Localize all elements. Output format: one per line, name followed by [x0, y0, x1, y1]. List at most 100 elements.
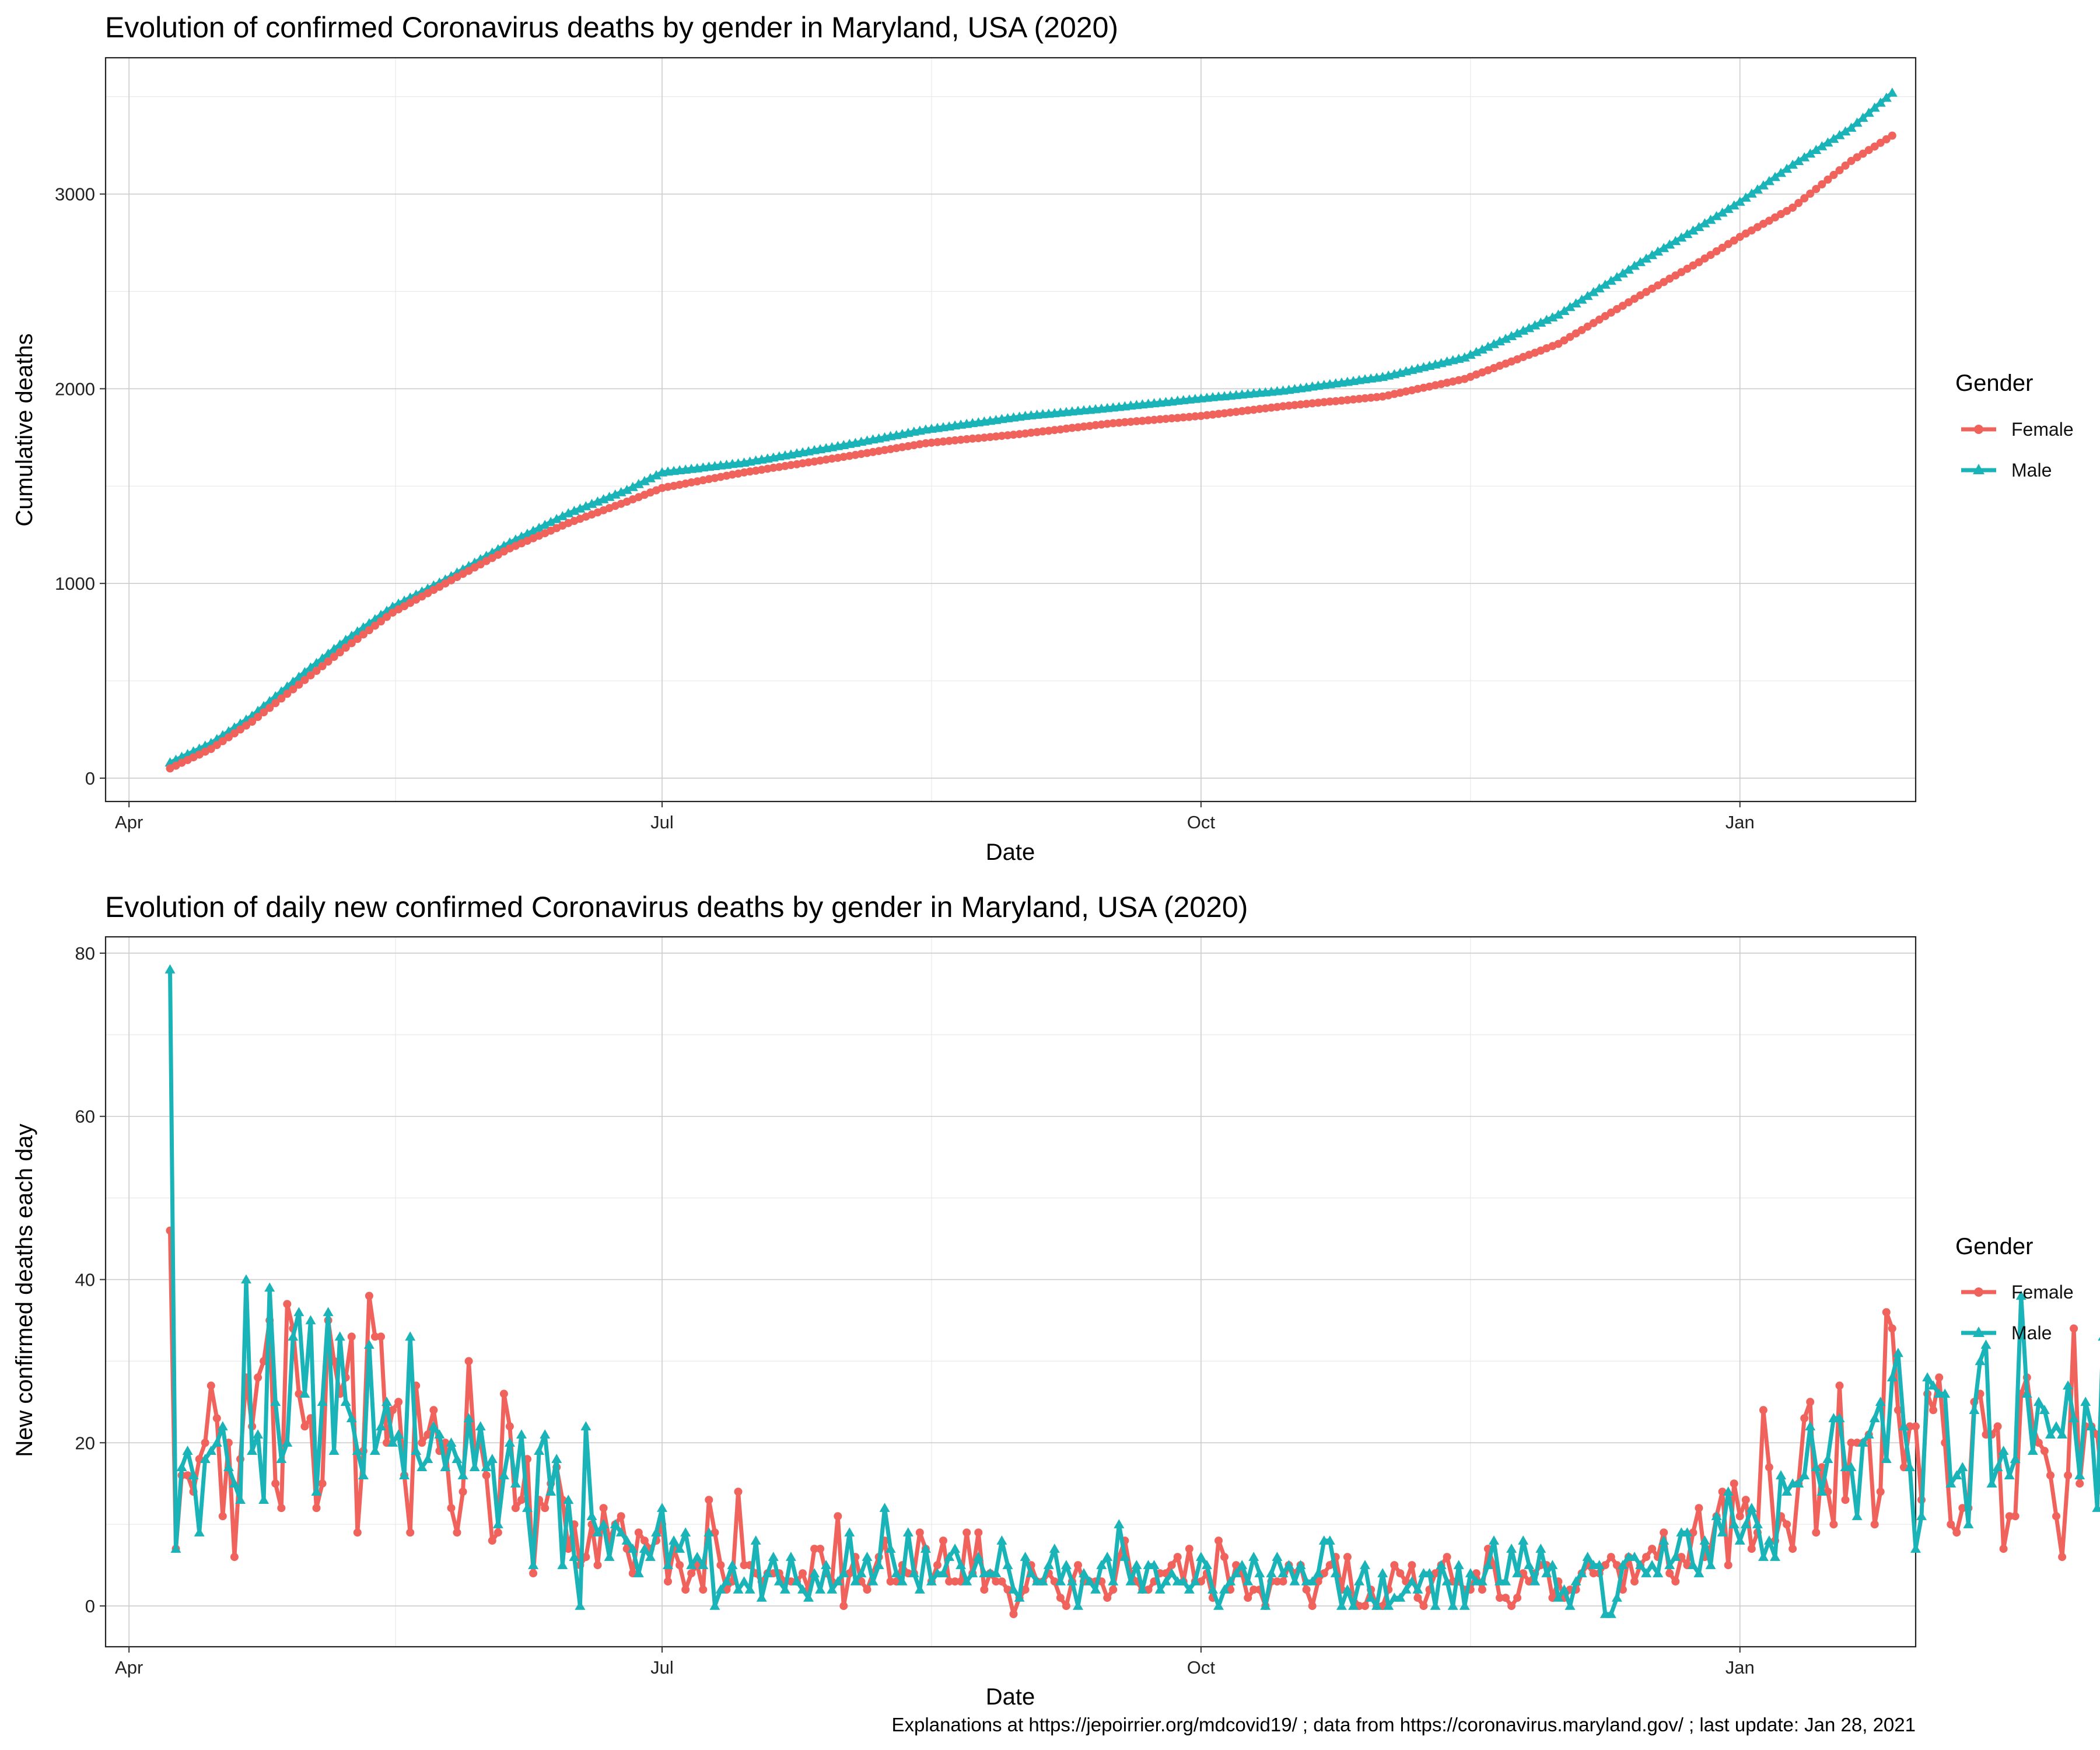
- cumulative-male-point: [1705, 215, 1716, 224]
- daily-female-point: [1273, 1577, 1282, 1586]
- daily-male-point: [639, 1544, 650, 1553]
- daily-x-tick-label: Oct: [1187, 1657, 1216, 1678]
- daily-male-point: [393, 1429, 404, 1438]
- daily-male-point: [487, 1454, 498, 1463]
- cumulative-male-point: [1857, 113, 1868, 122]
- cumulative-x-tick-label: Oct: [1187, 812, 1216, 832]
- daily-female-point: [377, 1332, 385, 1341]
- daily-male-point: [1805, 1421, 1816, 1431]
- cumulative-female-point: [1812, 185, 1821, 193]
- daily-male-point: [188, 1470, 199, 1479]
- daily-female-point: [1812, 1528, 1821, 1537]
- daily-male-point: [950, 1544, 961, 1553]
- daily-series-male: [164, 964, 2100, 1618]
- daily-female-point: [915, 1528, 924, 1537]
- daily-male-point: [411, 1446, 422, 1455]
- daily-female-point: [254, 1373, 262, 1382]
- cumulative-female-point: [1847, 156, 1856, 165]
- daily-male-point: [686, 1560, 697, 1569]
- daily-female-point: [2011, 1512, 2020, 1521]
- daily-male-point: [540, 1429, 551, 1438]
- daily-male-point: [1916, 1511, 1927, 1520]
- daily-x-tick-label: Apr: [115, 1657, 143, 1678]
- daily-male-point: [1834, 1413, 1845, 1423]
- daily-female-point: [206, 1381, 215, 1390]
- daily-female-point: [1302, 1586, 1311, 1594]
- daily-male-point: [1892, 1348, 1903, 1357]
- daily-female-point: [365, 1292, 373, 1300]
- cumulative-male-point: [1682, 229, 1693, 239]
- daily-female-point: [1167, 1561, 1176, 1570]
- daily-male-point: [1412, 1584, 1423, 1594]
- daily-male-point: [598, 1519, 609, 1528]
- cumulative-female-point: [330, 653, 338, 661]
- daily-male-point: [1564, 1601, 1576, 1610]
- cumulative-female-point: [206, 744, 215, 753]
- daily-male-point: [1682, 1527, 1693, 1536]
- daily-male-point: [457, 1470, 468, 1479]
- daily-male-point: [352, 1446, 363, 1455]
- daily-male-point: [627, 1544, 638, 1553]
- daily-male-point: [498, 1470, 509, 1479]
- cumulative-male-point: [545, 517, 556, 526]
- cumulative-male-point: [1840, 126, 1851, 136]
- cumulative-female-point: [1150, 415, 1158, 424]
- cumulative-female-point: [1695, 258, 1703, 267]
- daily-male-point: [1770, 1552, 1780, 1561]
- daily-male-point: [1430, 1601, 1441, 1610]
- daily-male-point: [1020, 1552, 1031, 1561]
- daily-male-point: [1383, 1601, 1394, 1610]
- daily-male-point: [592, 1527, 603, 1536]
- daily-male-point: [241, 1274, 251, 1284]
- daily-male-point: [938, 1568, 949, 1577]
- cumulative-female-point: [1841, 161, 1850, 170]
- daily-male-point: [1535, 1544, 1546, 1553]
- daily-female-point: [2064, 1471, 2073, 1480]
- cumulative-female-point: [1290, 401, 1299, 410]
- daily-female-point: [394, 1398, 403, 1406]
- daily-male-point: [797, 1584, 808, 1594]
- cumulative-female-point: [1179, 413, 1188, 422]
- daily-female-point: [1419, 1602, 1428, 1611]
- daily-male-point: [902, 1527, 914, 1536]
- daily-female-point: [1408, 1561, 1416, 1570]
- daily-female-point: [1894, 1406, 1902, 1415]
- cumulative-male-point: [1553, 309, 1564, 319]
- daily-female-point: [945, 1577, 954, 1586]
- cumulative-female-point: [365, 626, 373, 635]
- cumulative-female-point: [1361, 394, 1369, 402]
- daily-male-point: [750, 1535, 761, 1545]
- cumulative-male-point: [639, 475, 650, 485]
- daily-male-point: [2021, 1388, 2032, 1398]
- daily-male-point: [668, 1535, 680, 1545]
- cumulative-male-point: [1547, 312, 1558, 321]
- daily-male-point: [762, 1568, 773, 1577]
- legend-male-triangle-marker: [1973, 1326, 1985, 1337]
- daily-female-point: [370, 1332, 379, 1341]
- cumulative-female-point: [1121, 418, 1129, 426]
- daily-male-point: [615, 1527, 626, 1536]
- cumulative-legend: Gender Female Male: [1955, 370, 2074, 481]
- daily-female-point: [312, 1504, 321, 1513]
- daily-male-point: [1424, 1568, 1435, 1577]
- cumulative-male-point: [1717, 207, 1728, 217]
- daily-female-point: [1730, 1479, 1738, 1488]
- daily-male-point: [282, 1437, 293, 1447]
- daily-male-point: [446, 1437, 457, 1447]
- daily-female-point: [1765, 1463, 1773, 1472]
- daily-female-point: [1630, 1577, 1639, 1586]
- daily-female-point: [1929, 1406, 1938, 1415]
- cumulative-legend-title: Gender: [1955, 370, 2033, 396]
- daily-female-point: [716, 1561, 725, 1570]
- daily-male-point: [1500, 1576, 1511, 1586]
- cumulative-male-point: [1647, 250, 1658, 260]
- daily-male-point: [253, 1429, 264, 1438]
- daily-female-point: [429, 1406, 438, 1415]
- daily-male-point: [223, 1462, 234, 1471]
- cumulative-female-point: [1343, 396, 1352, 404]
- cumulative-male-point: [540, 520, 551, 529]
- cumulative-female-point: [370, 621, 379, 630]
- daily-female-point: [1800, 1414, 1809, 1423]
- cumulative-male-point: [1828, 134, 1839, 143]
- daily-male-point: [1453, 1560, 1464, 1569]
